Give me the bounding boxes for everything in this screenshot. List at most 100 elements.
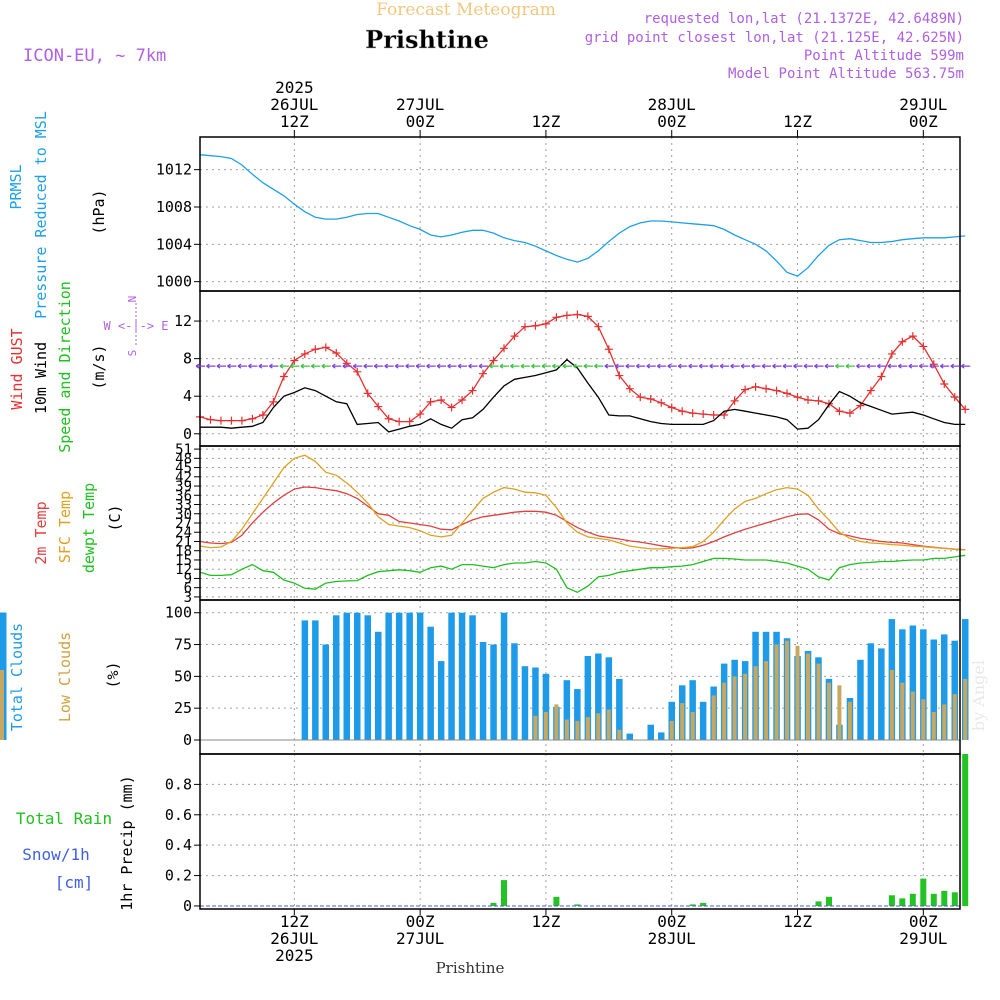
y-tick-label: 0 <box>183 731 192 749</box>
gust-point <box>332 349 341 357</box>
low-cloud-bar <box>910 691 915 740</box>
wind-direction-arrow <box>918 363 929 369</box>
total-cloud-bar <box>406 612 413 740</box>
gust-point <box>720 411 729 419</box>
series-line-wind-gust <box>199 313 966 423</box>
wind-direction-arrow <box>740 363 751 369</box>
requested-coords: requested lon,lat (21.1372E, 42.6489N) <box>644 11 964 27</box>
total-cloud-bar <box>312 620 319 740</box>
wind-direction-arrow <box>824 363 834 369</box>
wind-direction-arrow <box>331 363 342 369</box>
gust-point <box>699 410 708 419</box>
gust-point <box>961 405 970 414</box>
total-cloud-bar <box>469 615 476 740</box>
wind-direction-arrow <box>415 363 426 369</box>
gust-point <box>237 416 246 425</box>
total-cloud-bar <box>941 634 948 740</box>
low-cloud-bar <box>575 720 580 740</box>
rain-bar <box>930 893 937 906</box>
wind-direction-arrow <box>793 363 803 369</box>
gust-point <box>206 415 215 424</box>
gust-point <box>353 367 362 376</box>
low-cloud-bar <box>669 720 674 740</box>
low-cloud-bar <box>952 694 957 740</box>
t2m-label: 2m Temp <box>32 501 50 564</box>
low-cloud-bar <box>921 699 926 740</box>
low-cloud-bar <box>585 717 590 740</box>
plot-layer: 1000100410081012048123691215182124273033… <box>0 78 971 965</box>
wind-direction-arrow <box>604 363 614 369</box>
bottom-time-label: 12Z <box>783 912 812 931</box>
temp-unit: (C) <box>106 504 124 531</box>
wind-direction-arrow <box>845 363 855 369</box>
dewpt-label: dewpt Temp <box>80 483 98 573</box>
pressure-unit: (hPa) <box>90 189 108 234</box>
gust-point <box>573 310 582 319</box>
rain-bar <box>826 896 832 906</box>
gust-point <box>248 414 257 423</box>
wind-direction-arrow <box>227 363 237 369</box>
gust-point <box>531 321 540 330</box>
gust-point <box>583 312 592 321</box>
low-cloud-bar <box>564 719 569 740</box>
wind-direction-arrow <box>436 363 447 369</box>
wind-direction-arrow <box>237 363 247 369</box>
wind-direction-arrow <box>887 363 897 369</box>
watermark: by Angel <box>969 660 988 731</box>
gust-point <box>845 409 854 418</box>
gust-point <box>416 410 425 419</box>
total-cloud-bar <box>689 680 696 740</box>
y-tick-label: 0.2 <box>165 867 192 885</box>
y-tick-label: 15 <box>175 553 192 569</box>
low-cloud-bar <box>743 673 748 740</box>
y-tick-label: 1012 <box>156 161 192 179</box>
gust-point <box>772 386 781 395</box>
gust-point <box>520 322 529 331</box>
wind-direction-arrow <box>342 363 352 369</box>
gust-point <box>709 411 718 419</box>
snow-label: Snow/1h <box>22 845 89 864</box>
low-cloud-bar <box>774 644 779 740</box>
wind-direction-arrow <box>939 363 950 369</box>
total-cloud-bar <box>375 631 382 740</box>
wind-direction-arrow <box>489 363 499 369</box>
bottom-time-label: 29JUL <box>899 929 947 948</box>
wind-unit: (m/s) <box>90 344 108 389</box>
total-cloud-bar <box>563 680 571 740</box>
wind-direction-arrow <box>552 363 562 369</box>
gust-point <box>269 397 278 406</box>
top-time-label: 00Z <box>406 112 435 131</box>
gust-point <box>216 416 225 425</box>
total-cloud-bar <box>500 612 508 740</box>
y-tick-label: 100 <box>165 604 192 622</box>
wind-direction-arrow <box>667 363 677 369</box>
gust-point <box>919 342 928 351</box>
gust-point <box>489 356 498 365</box>
gust-point <box>887 349 896 358</box>
low-cloud-bar <box>0 695 4 740</box>
rain-bar <box>951 892 958 906</box>
gust-point <box>479 369 488 378</box>
wind-direction-arrow <box>761 363 772 369</box>
gust-label: Wind GUST <box>8 328 26 409</box>
compass-we: W <-|-> E <box>103 319 168 333</box>
bottom-time-label: 00Z <box>909 912 938 931</box>
gust-point <box>804 395 812 404</box>
wind-direction-arrow <box>562 363 572 369</box>
total-cloud-bar <box>878 648 885 740</box>
wind-direction-arrow <box>405 363 415 369</box>
y-tick-label: 9 <box>184 571 192 587</box>
wind-direction-arrow <box>814 363 824 369</box>
gust-point <box>258 411 267 419</box>
wind-direction-arrow <box>646 363 656 369</box>
wind-direction-arrow <box>269 363 279 369</box>
total-cloud-bar <box>322 644 329 740</box>
series-line-2m-temp <box>199 486 966 551</box>
y-tick-label: 3 <box>184 590 192 606</box>
low-cloud-bar <box>785 640 789 740</box>
wind-direction-arrow <box>457 363 468 369</box>
low-cloud-bar <box>816 663 821 740</box>
gust-point <box>646 395 655 404</box>
sfc-label: SFC Temp <box>56 491 74 563</box>
